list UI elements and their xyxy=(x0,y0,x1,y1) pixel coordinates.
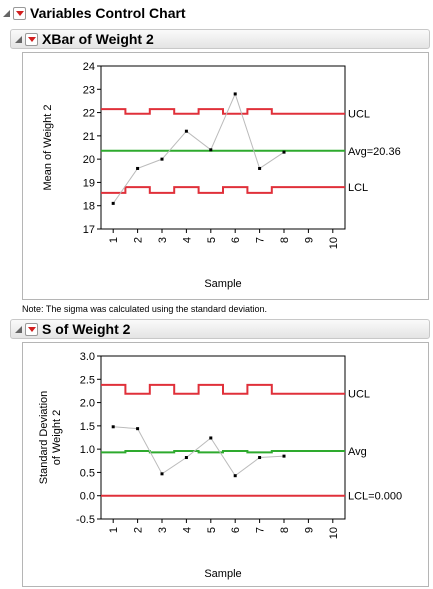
x-tick-label: 6 xyxy=(230,527,242,533)
x-axis-label: Sample xyxy=(204,278,241,290)
x-tick-label: 5 xyxy=(206,527,218,533)
y-axis-label: Standard Deviation xyxy=(38,391,50,485)
data-point xyxy=(111,201,115,205)
y-axis-label: of Weight 2 xyxy=(51,410,63,465)
collapse-triangle-icon[interactable] xyxy=(3,9,10,17)
collapse-triangle-icon[interactable] xyxy=(15,35,22,43)
lcl-label: LCL=0.000 xyxy=(348,491,402,503)
xbar-header: XBar of Weight 2 xyxy=(10,29,430,49)
data-point xyxy=(282,454,286,458)
center-label: Avg=20.36 xyxy=(348,146,401,158)
x-tick-label: 6 xyxy=(230,237,242,243)
x-tick-label: 8 xyxy=(279,237,291,243)
data-point xyxy=(111,425,115,429)
lcl-line xyxy=(101,186,345,194)
center-line xyxy=(101,450,345,454)
s-header: S of Weight 2 xyxy=(10,319,430,339)
y-tick-label: 17 xyxy=(83,224,95,236)
data-point xyxy=(282,150,286,154)
data-point xyxy=(184,456,188,460)
center-label: Avg xyxy=(348,446,367,458)
x-tick-label: 4 xyxy=(181,237,193,243)
data-point xyxy=(136,427,140,431)
plot-frame xyxy=(100,355,346,520)
data-point xyxy=(160,157,164,161)
red-triangle-menu-icon[interactable] xyxy=(13,6,26,20)
xbar-title: XBar of Weight 2 xyxy=(42,31,154,47)
lcl-label: LCL xyxy=(348,182,368,194)
y-tick-label: 22 xyxy=(83,108,95,120)
y-tick-label: 21 xyxy=(83,131,95,143)
x-tick-label: 1 xyxy=(108,237,120,243)
data-point xyxy=(233,92,237,96)
plot-frame xyxy=(100,65,346,230)
data-point xyxy=(136,166,140,170)
x-tick-label: 8 xyxy=(279,527,291,533)
s-title: S of Weight 2 xyxy=(42,321,131,337)
x-tick-label: 2 xyxy=(133,237,145,243)
red-triangle-menu-icon[interactable] xyxy=(25,32,38,46)
y-tick-label: 18 xyxy=(83,201,95,213)
y-tick-label: -0.5 xyxy=(76,514,95,526)
series-line xyxy=(112,92,285,204)
data-point xyxy=(209,148,213,152)
x-tick-label: 10 xyxy=(328,237,340,249)
data-point xyxy=(233,474,237,478)
x-tick-label: 9 xyxy=(303,237,315,243)
x-axis-label: Sample xyxy=(204,568,241,580)
y-tick-label: 2.5 xyxy=(80,374,95,386)
data-point xyxy=(209,436,213,440)
x-tick-label: 4 xyxy=(181,527,193,533)
y-tick-label: 2.0 xyxy=(80,398,95,410)
ucl-label: UCL xyxy=(348,389,370,401)
y-axis-label: Mean of Weight 2 xyxy=(42,104,54,190)
collapse-triangle-icon[interactable] xyxy=(15,325,22,333)
data-point xyxy=(184,129,188,133)
y-tick-label: 0.0 xyxy=(80,491,95,503)
x-tick-label: 7 xyxy=(255,237,267,243)
ucl-label: UCL xyxy=(348,109,370,121)
sigma-note: Note: The sigma was calculated using the… xyxy=(22,304,267,314)
series-line xyxy=(113,426,285,477)
x-tick-label: 10 xyxy=(328,527,340,539)
y-tick-label: 19 xyxy=(83,177,95,189)
x-tick-label: 5 xyxy=(206,237,218,243)
y-tick-label: 23 xyxy=(83,84,95,96)
data-point xyxy=(258,166,262,170)
y-tick-label: 0.5 xyxy=(80,467,95,479)
y-tick-label: 3.0 xyxy=(80,351,95,363)
data-point xyxy=(258,456,262,460)
data-point xyxy=(160,472,164,476)
y-tick-label: 20 xyxy=(83,154,95,166)
x-tick-label: 3 xyxy=(157,527,169,533)
x-tick-label: 9 xyxy=(303,527,315,533)
red-triangle-menu-icon[interactable] xyxy=(25,322,38,336)
x-tick-label: 2 xyxy=(133,527,145,533)
main-title: Variables Control Chart xyxy=(30,5,186,21)
ucl-line xyxy=(101,108,345,115)
y-tick-label: 1.0 xyxy=(80,444,95,456)
x-tick-label: 1 xyxy=(108,527,120,533)
y-tick-label: 24 xyxy=(83,61,95,73)
main-header: Variables Control Chart xyxy=(0,3,433,23)
x-tick-label: 7 xyxy=(255,527,267,533)
y-tick-label: 1.5 xyxy=(80,421,95,433)
ucl-line xyxy=(101,383,345,395)
x-tick-label: 3 xyxy=(157,237,169,243)
